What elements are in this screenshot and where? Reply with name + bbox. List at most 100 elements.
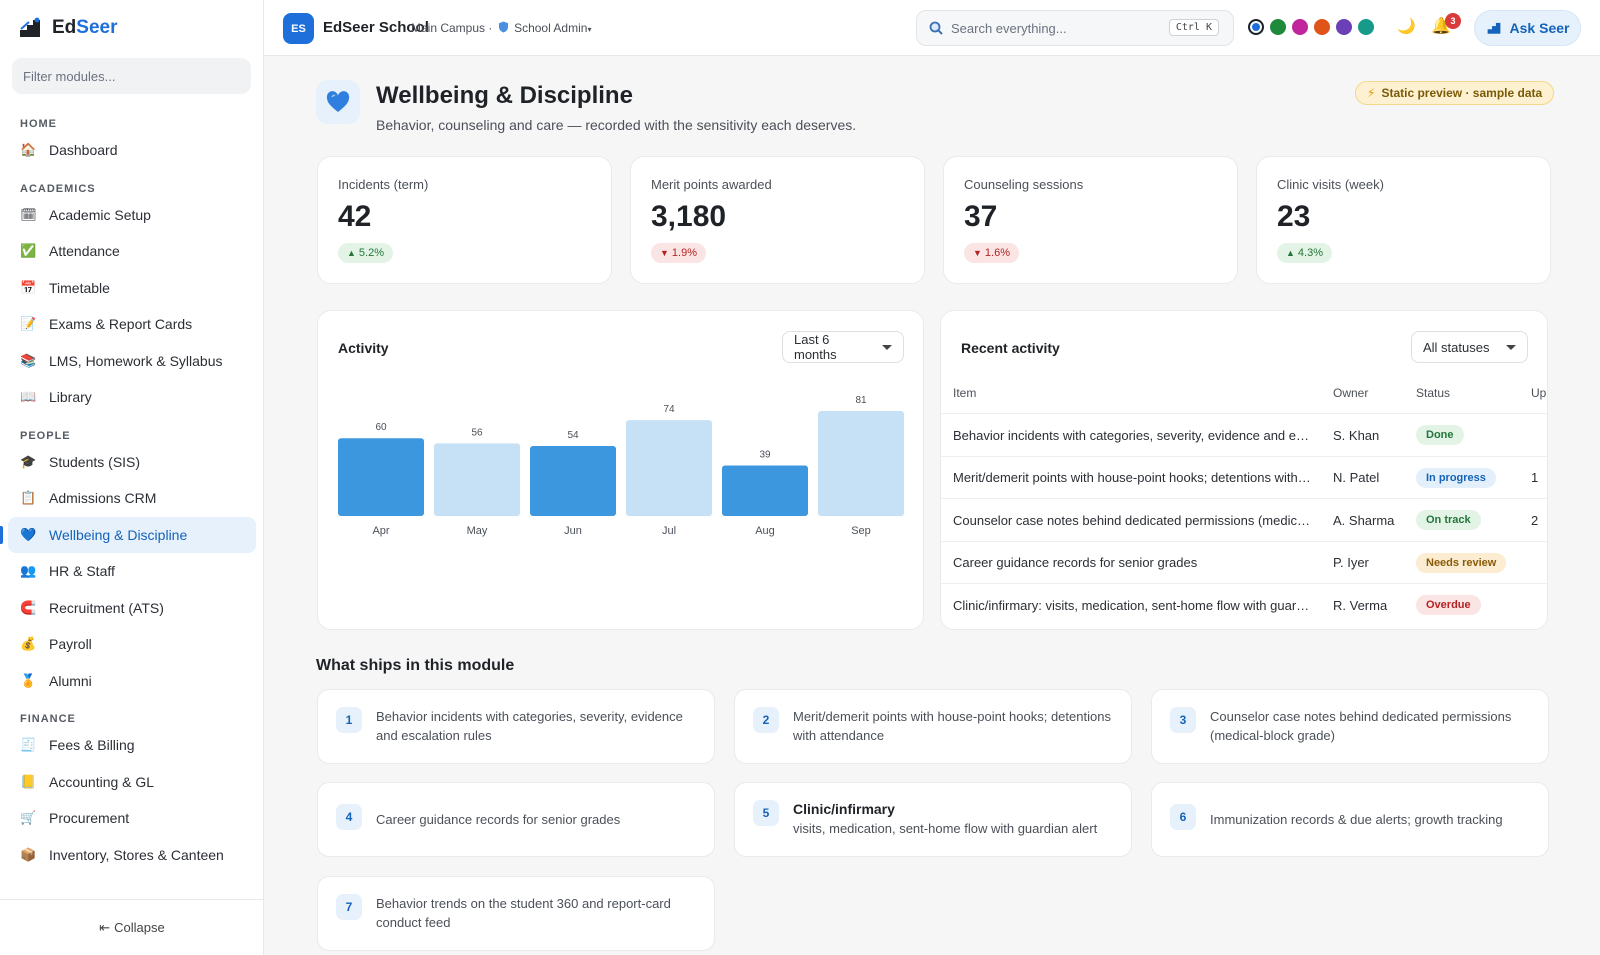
- school-badge[interactable]: ES: [283, 13, 314, 44]
- filter-modules-input[interactable]: Filter modules...: [12, 58, 251, 94]
- sidebar-item-exams-report-cards[interactable]: 📝 Exams & Report Cards: [8, 306, 256, 343]
- feature-description: Career guidance records for senior grade…: [376, 812, 621, 827]
- column-header-item[interactable]: Item: [953, 386, 977, 400]
- books-icon: 📚: [20, 352, 37, 368]
- table-row[interactable]: Counselor case notes behind dedicated pe…: [941, 498, 1547, 541]
- table-row[interactable]: Behavior incidents with categories, seve…: [941, 413, 1547, 456]
- sidebar-item-timetable[interactable]: 📅 Timetable: [8, 270, 256, 307]
- global-search-input[interactable]: Search everything... Ctrl K: [916, 10, 1234, 46]
- theme-swatch[interactable]: [1358, 19, 1374, 35]
- sidebar-item-label: HR & Staff: [49, 563, 115, 580]
- column-header-owner[interactable]: Owner: [1333, 386, 1369, 400]
- feature-heading: Clinic/infirmary: [793, 801, 895, 817]
- ledger-icon: 📒: [20, 773, 37, 789]
- chart-tick-label: Jun: [564, 525, 582, 537]
- stat-label: Clinic visits (week): [1277, 177, 1384, 192]
- sidebar-item-recruitment-ats[interactable]: 🧲 Recruitment (ATS): [8, 590, 256, 627]
- sidebar-item-label: Recruitment (ATS): [49, 599, 164, 616]
- chart-bar-apr[interactable]: [338, 438, 424, 516]
- status-filter-select[interactable]: All statuses: [1411, 331, 1528, 363]
- column-header-updated[interactable]: Up: [1531, 386, 1547, 400]
- activity-bar-chart: 60 Apr 56 May 54 Jun 74 Jul 39 Aug 81 Sep: [338, 395, 904, 537]
- dark-mode-toggle-icon[interactable]: 🌙: [1397, 18, 1416, 35]
- row-status: Done: [1416, 425, 1464, 445]
- ask-seer-button[interactable]: Ask Seer: [1474, 10, 1581, 46]
- chart-value-label: 81: [855, 395, 867, 406]
- theme-swatch[interactable]: [1314, 19, 1330, 35]
- theme-swatch[interactable]: [1270, 19, 1286, 35]
- grid-calendar-icon: 📅: [20, 279, 37, 295]
- sidebar-item-lms-homework-syllabus[interactable]: 📚 LMS, Homework & Syllabus: [8, 343, 256, 380]
- sidebar-item-dashboard[interactable]: 🏠 Dashboard: [8, 132, 256, 169]
- table-row[interactable]: Merit/demerit points with house-point ho…: [941, 455, 1547, 499]
- chart-bar-aug[interactable]: [722, 465, 808, 516]
- status-badge: Needs review: [1416, 552, 1507, 573]
- feature-card: 4 Career guidance records for senior gra…: [317, 782, 715, 857]
- theme-swatch[interactable]: [1292, 19, 1308, 35]
- chart-tick-label: Sep: [851, 525, 871, 537]
- chevron-down-icon: [1506, 344, 1516, 350]
- page-heart-icon: [316, 80, 360, 124]
- table-row[interactable]: Clinic/infirmary: visits, medication, se…: [941, 583, 1547, 626]
- feature-card: 3 Counselor case notes behind dedicated …: [1151, 689, 1549, 764]
- chart-bar-jun[interactable]: [530, 446, 616, 516]
- page-title: Wellbeing & Discipline: [376, 82, 633, 109]
- sidebar-item-students-sis[interactable]: 🎓 Students (SIS): [8, 444, 256, 481]
- stat-card: Incidents (term) 42 ▲ 5.2%: [317, 156, 612, 284]
- house-icon: 🏠: [20, 142, 37, 158]
- column-header-status[interactable]: Status: [1416, 386, 1451, 400]
- lightning-icon: ⚡: [1367, 86, 1376, 100]
- shield-icon: [498, 21, 508, 33]
- chart-bar-sep[interactable]: [818, 411, 904, 516]
- theme-swatch[interactable]: [1248, 19, 1264, 35]
- sidebar-item-attendance[interactable]: ✅ Attendance: [8, 233, 256, 270]
- chart-bar-jul[interactable]: [626, 420, 712, 516]
- report-icon: 📝: [20, 316, 37, 332]
- sidebar-item-procurement[interactable]: 🛒 Procurement: [8, 800, 256, 837]
- stat-delta-value: 4.3%: [1297, 247, 1323, 259]
- brand-name: EdSeer: [52, 17, 118, 38]
- magnet-icon: 🧲: [20, 599, 37, 615]
- heart-icon: 💙: [20, 526, 37, 542]
- recent-activity-card: Recent activity All statuses Item Owner …: [940, 310, 1548, 630]
- chart-bar-may[interactable]: [434, 443, 520, 516]
- activity-range-select[interactable]: Last 6 months: [782, 331, 904, 363]
- sidebar-item-hr-staff[interactable]: 👥 HR & Staff: [8, 553, 256, 590]
- cart-icon: 🛒: [20, 810, 37, 826]
- row-updated: 1: [1531, 470, 1539, 485]
- theme-swatch[interactable]: [1336, 19, 1352, 35]
- sidebar-item-label: Students (SIS): [49, 453, 141, 470]
- sidebar-item-fees-billing[interactable]: 🧾 Fees & Billing: [8, 727, 256, 764]
- school-name[interactable]: EdSeer School: [323, 19, 429, 36]
- school-meta[interactable]: Main Campus · School Admin▾: [411, 21, 591, 35]
- sidebar-item-label: Payroll: [49, 636, 92, 653]
- feature-card: 6 Immunization records & due alerts; gro…: [1151, 782, 1549, 857]
- sidebar-item-wellbeing-discipline[interactable]: 💙 Wellbeing & Discipline: [0, 516, 256, 553]
- triangle-up-icon: ▲: [1286, 248, 1295, 258]
- sidebar-item-academic-setup[interactable]: 🗓 Academic Setup: [8, 197, 256, 234]
- table-row[interactable]: Career guidance records for senior grade…: [941, 540, 1547, 584]
- stat-label: Counseling sessions: [964, 177, 1084, 192]
- feature-description: Immunization records & due alerts; growt…: [1210, 812, 1503, 827]
- stat-card: Counseling sessions 37 ▼ 1.6%: [943, 156, 1238, 284]
- collapse-icon: ⇤: [99, 919, 111, 935]
- chart-tick-label: May: [467, 525, 488, 537]
- sidebar-item-label: Dashboard: [49, 142, 118, 159]
- sidebar-item-accounting-gl[interactable]: 📒 Accounting & GL: [8, 764, 256, 801]
- feature-number: 4: [336, 804, 362, 830]
- status-filter-value: All statuses: [1423, 339, 1490, 355]
- sidebar-section-title: FINANCE: [20, 713, 76, 725]
- brand-logo[interactable]: EdSeer: [18, 16, 117, 40]
- sidebar-item-library[interactable]: 📖 Library: [8, 379, 256, 416]
- chart-tick-label: Aug: [755, 525, 775, 537]
- sidebar-item-payroll[interactable]: 💰 Payroll: [8, 626, 256, 663]
- sidebar-item-admissions-crm[interactable]: 📋 Admissions CRM: [8, 480, 256, 517]
- sidebar-item-inventory-stores-canteen[interactable]: 📦 Inventory, Stores & Canteen: [8, 837, 256, 874]
- stat-value: 37: [964, 200, 998, 233]
- stat-delta-badge: ▼ 1.6%: [964, 243, 1019, 263]
- collapse-button[interactable]: ⇤ Collapse: [0, 899, 264, 955]
- feature-description: Behavior trends on the student 360 and r…: [376, 896, 671, 930]
- sidebar-item-label: LMS, Homework & Syllabus: [49, 352, 223, 369]
- notification-count-badge: 3: [1445, 13, 1461, 29]
- sidebar-item-alumni[interactable]: 🏅 Alumni: [8, 663, 256, 700]
